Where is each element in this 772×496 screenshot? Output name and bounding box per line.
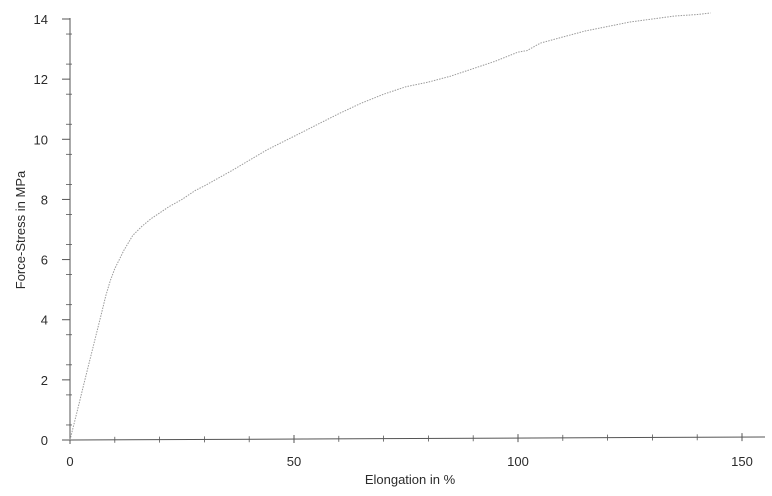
y-tick-label-2: 2: [41, 373, 48, 388]
y-tick-label-12: 12: [34, 72, 48, 87]
x-tick-label-150: 150: [731, 454, 753, 469]
x-tick-label-50: 50: [287, 454, 301, 469]
axes-group: 0 2 4 6 8 10 12 14 0 50 100 150: [34, 12, 766, 469]
y-tick-label-6: 6: [41, 253, 48, 268]
series-layer: [69, 12, 711, 441]
x-axis-line: [69, 436, 766, 441]
x-axis-title: Elongation in %: [365, 472, 456, 487]
y-tick-label-14: 14: [34, 12, 48, 27]
x-tick-label-0: 0: [66, 454, 73, 469]
y-tick-label-10: 10: [34, 132, 48, 147]
y-axis-title: Force-Stress in MPa: [13, 170, 28, 289]
y-tick-label-0: 0: [41, 433, 48, 448]
series-line-0: [69, 12, 711, 441]
y-tick-label-4: 4: [41, 313, 48, 328]
y-tick-label-8: 8: [41, 192, 48, 207]
x-tick-label-100: 100: [507, 454, 529, 469]
